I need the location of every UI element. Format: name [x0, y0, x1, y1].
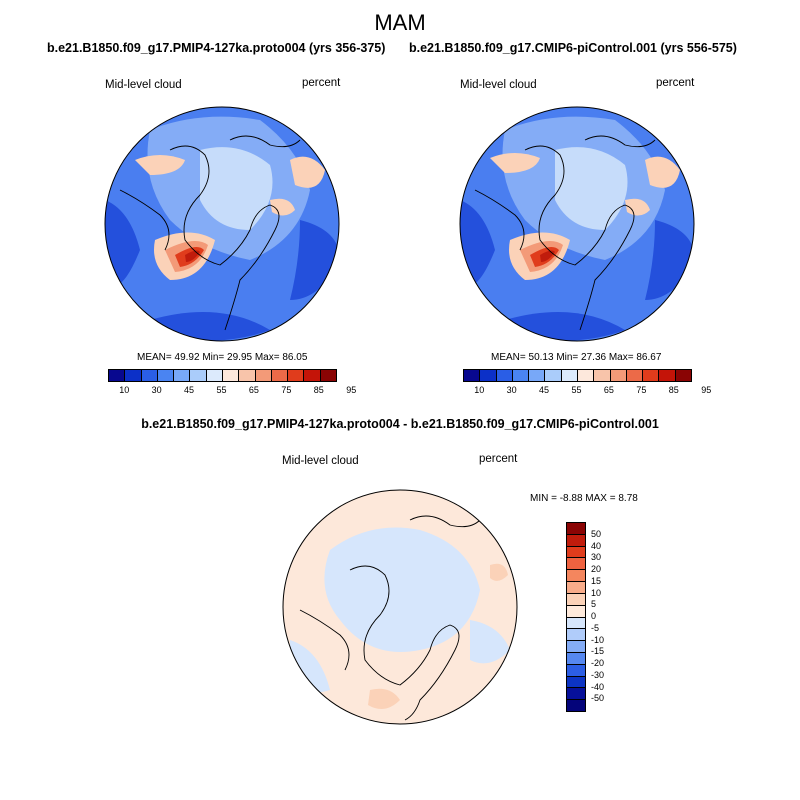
colorbar-tick-label: 55	[571, 385, 582, 395]
diff-colorbar-tick-label: 10	[591, 587, 602, 598]
colorbar-swatch	[659, 370, 676, 381]
colorbar-tick-label: 85	[668, 385, 679, 395]
colorbar-swatch	[480, 370, 497, 381]
diff-colorbar-swatch	[567, 582, 585, 594]
diff-title: b.e21.B1850.f09_g17.PMIP4-127ka.proto004…	[141, 417, 659, 431]
colorbar-swatch	[496, 370, 513, 381]
colorbar-swatch	[529, 370, 546, 381]
diff-colorbar-swatch	[567, 676, 585, 689]
colorbar-tick-label: 55	[216, 385, 227, 395]
colorbar-tick-label: 65	[603, 385, 614, 395]
colorbar-tick-label: 30	[151, 385, 162, 395]
diff-colorbar-tick-label: 0	[591, 611, 597, 621]
panel-1-units: percent	[302, 77, 341, 89]
diff-colorbar-tick-label: 30	[591, 552, 602, 563]
cloud-field-1	[105, 107, 339, 341]
colorbar-swatch	[545, 370, 562, 381]
cloud-field-2	[460, 107, 694, 341]
colorbar-swatch	[512, 370, 530, 381]
diff-colorbar-swatch	[567, 629, 585, 642]
colorbar-swatch	[643, 370, 660, 381]
colorbar-swatch	[141, 370, 158, 381]
season-title: MAM	[374, 10, 426, 35]
diff-colorbar-swatch	[567, 605, 585, 618]
diff-colorbar-swatch	[567, 534, 585, 547]
diff-colorbar-tick-label: 15	[591, 575, 602, 586]
colorbar-tick-label: 45	[539, 385, 550, 395]
colorbar-tick-label: 10	[474, 385, 485, 395]
diff-colorbar-tick-label: -5	[591, 622, 600, 633]
diff-colorbar-tick-label: 5	[591, 599, 597, 610]
colorbar-swatch	[206, 370, 223, 381]
panel-2-stats: MEAN= 50.13 Min= 27.36 Max= 86.67	[491, 352, 662, 363]
colorbar-tick-label: 75	[281, 385, 292, 395]
diff-colorbar-tick-label: -20	[591, 658, 605, 668]
colorbar-swatch	[288, 370, 305, 381]
colorbar-tick-label: 75	[636, 385, 647, 395]
panel-1-title: b.e21.B1850.f09_g17.PMIP4-127ka.proto004…	[47, 41, 386, 55]
colorbar-tick-label: 95	[346, 385, 357, 395]
colorbar-tick-label: 45	[184, 385, 195, 395]
diff-colorbar-tick-label: -50	[591, 693, 605, 704]
colorbar-swatch	[594, 370, 611, 381]
colorbar-swatch	[239, 370, 256, 381]
diff-colorbar-tick-label: 40	[591, 540, 602, 551]
colorbar-swatch	[304, 370, 321, 381]
diff-colorbar-swatch	[567, 617, 585, 630]
diff-colorbar-tick-label: 20	[591, 564, 602, 574]
diff-colorbar-tick-label: -30	[591, 669, 605, 680]
diff-units: percent	[479, 453, 518, 465]
panel-1-stats: MEAN= 49.92 Min= 29.95 Max= 86.05	[137, 352, 308, 363]
diff-colorbar-swatch	[567, 558, 585, 571]
colorbar-swatch	[255, 370, 272, 381]
colorbar-swatch	[464, 370, 481, 381]
diff-colorbar-tick-label: -40	[591, 681, 605, 692]
diff-colorbar-tick-label: -10	[591, 634, 605, 645]
diff-colorbar	[566, 522, 586, 712]
diff-colorbar-tick-label: 50	[591, 528, 602, 539]
diff-variable: Mid-level cloud	[282, 455, 359, 467]
colorbar-tick-label: 65	[248, 385, 259, 395]
colorbar-swatch	[109, 370, 126, 381]
diff-colorbar-swatch	[567, 570, 585, 583]
colorbar-tick-label: 30	[506, 385, 517, 395]
diff-colorbar-swatch	[567, 546, 585, 559]
colorbar-swatch	[577, 370, 595, 381]
diff-colorbar-swatch	[567, 641, 585, 653]
colorbar-swatch	[626, 370, 644, 381]
diff-colorbar-swatch	[567, 652, 585, 665]
colorbar-tick-label: 95	[701, 385, 712, 395]
colorbar-swatch	[320, 370, 336, 381]
diff-stats: MIN = -8.88 MAX = 8.78	[530, 493, 638, 504]
diff-colorbar-swatch	[567, 688, 585, 701]
colorbar-swatch	[222, 370, 240, 381]
diff-colorbar-swatch	[567, 700, 585, 711]
colorbar-swatch	[675, 370, 691, 381]
panel-2-units: percent	[656, 77, 695, 89]
colorbar-swatch	[157, 370, 175, 381]
panel-1-colorbar	[108, 369, 337, 382]
diff-colorbar-swatch	[567, 593, 585, 606]
colorbar-tick-label: 10	[119, 385, 130, 395]
panel-2-variable: Mid-level cloud	[460, 79, 537, 91]
diff-colorbar-swatch	[567, 523, 585, 535]
colorbar-swatch	[271, 370, 289, 381]
colorbar-swatch	[610, 370, 627, 381]
colorbar-swatch	[561, 370, 578, 381]
panel-1-variable: Mid-level cloud	[105, 79, 182, 91]
colorbar-swatch	[174, 370, 191, 381]
diff-field	[283, 490, 517, 724]
panel-2-title: b.e21.B1850.f09_g17.CMIP6-piControl.001 …	[409, 41, 737, 55]
colorbar-swatch	[190, 370, 207, 381]
colorbar-tick-label: 85	[313, 385, 324, 395]
colorbar-swatch	[125, 370, 142, 381]
panel-2-colorbar	[463, 369, 692, 382]
diff-colorbar-tick-label: -15	[591, 646, 605, 657]
diff-colorbar-swatch	[567, 664, 585, 677]
